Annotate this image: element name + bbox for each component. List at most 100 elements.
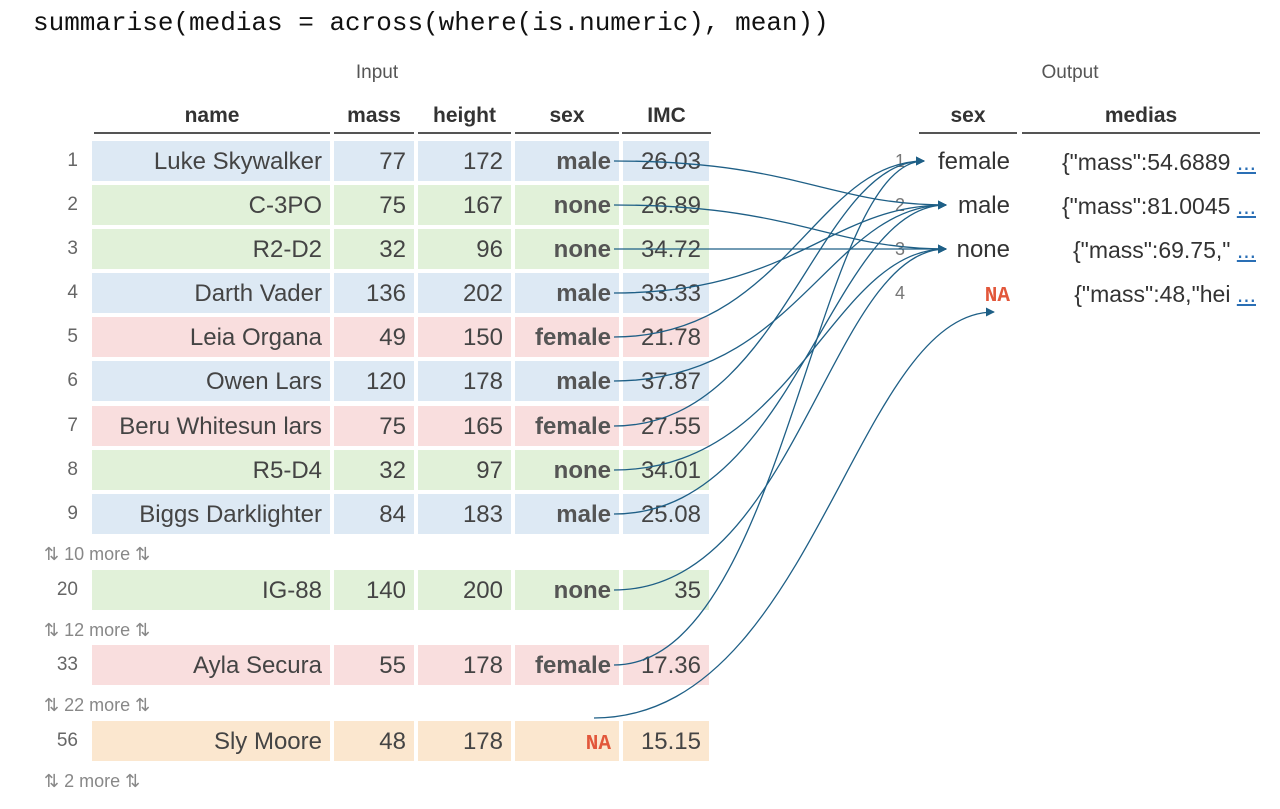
table-row: Biggs Darklighter 84 183 male 25.08 bbox=[92, 494, 709, 534]
table-row: Luke Skywalker 77 172 male 26.03 bbox=[92, 141, 709, 181]
row-number: 3 bbox=[67, 238, 78, 259]
cell-imc: 37.87 bbox=[623, 361, 709, 401]
cell-height: 202 bbox=[418, 273, 511, 313]
cell-imc: 26.89 bbox=[623, 185, 709, 225]
medias-value: {"mass":48,"hei bbox=[1074, 281, 1237, 307]
arrow-male bbox=[613, 160, 947, 210]
expand-link[interactable]: ... bbox=[1236, 237, 1256, 263]
header-height: height bbox=[418, 102, 511, 134]
cell-name: Luke Skywalker bbox=[92, 141, 330, 181]
more-rows-indicator: ⇅ 2 more ⇅ bbox=[44, 771, 141, 791]
cell-imc: 15.15 bbox=[623, 721, 709, 761]
cell-name: Ayla Secura bbox=[92, 645, 330, 685]
output-cell-medias: {"mass":69.75," ... bbox=[1020, 229, 1256, 269]
cell-height: 178 bbox=[418, 645, 511, 685]
more-rows-indicator: ⇅ 12 more ⇅ bbox=[44, 620, 151, 640]
row-number: 5 bbox=[67, 326, 78, 347]
cell-sex: male bbox=[515, 494, 619, 534]
output-cell-sex: male bbox=[957, 192, 1010, 219]
cell-sex: female bbox=[515, 406, 619, 446]
medias-value: {"mass":81.0045 bbox=[1061, 193, 1237, 219]
cell-sex: female bbox=[515, 317, 619, 357]
output-cell-medias: {"mass":81.0045 ... bbox=[1020, 185, 1256, 225]
row-number: 8 bbox=[67, 459, 78, 480]
cell-imc: 27.55 bbox=[623, 406, 709, 446]
cell-height: 183 bbox=[418, 494, 511, 534]
output-header-sex: sex bbox=[919, 102, 1017, 134]
cell-sex: female bbox=[515, 645, 619, 685]
arrow-none bbox=[613, 244, 947, 591]
output-row-number: 2 bbox=[894, 195, 905, 215]
more-rows-indicator: ⇅ 10 more ⇅ bbox=[44, 544, 151, 564]
cell-sex: none bbox=[515, 185, 619, 225]
arrow-none bbox=[613, 204, 947, 254]
table-row: Leia Organa 49 150 female 21.78 bbox=[92, 317, 709, 357]
cell-imc: 25.08 bbox=[623, 494, 709, 534]
row-number: 6 bbox=[67, 370, 78, 391]
row-number: 33 bbox=[56, 654, 78, 675]
cell-name: Leia Organa bbox=[92, 317, 330, 357]
cell-sex: none bbox=[515, 570, 619, 610]
arrow-na bbox=[593, 307, 995, 719]
cell-mass: 120 bbox=[334, 361, 414, 401]
cell-sex: none bbox=[515, 229, 619, 269]
output-row-number: 1 bbox=[894, 151, 905, 171]
output-cell-sex: NA bbox=[984, 285, 1010, 308]
output-caption: Output bbox=[1041, 62, 1099, 83]
cell-height: 150 bbox=[418, 317, 511, 357]
row-number: 7 bbox=[67, 415, 78, 436]
cell-mass: 32 bbox=[334, 229, 414, 269]
cell-height: 97 bbox=[418, 450, 511, 490]
cell-height: 165 bbox=[418, 406, 511, 446]
row-number: 1 bbox=[67, 150, 78, 171]
cell-name: C-3PO bbox=[92, 185, 330, 225]
header-sex: sex bbox=[515, 102, 619, 134]
cell-mass: 75 bbox=[334, 406, 414, 446]
row-number: 2 bbox=[67, 194, 78, 215]
cell-name: Biggs Darklighter bbox=[92, 494, 330, 534]
cell-imc: 21.78 bbox=[623, 317, 709, 357]
cell-mass: 49 bbox=[334, 317, 414, 357]
row-number: 9 bbox=[67, 503, 78, 524]
cell-mass: 84 bbox=[334, 494, 414, 534]
code-expression: summarise(medias = across(where(is.numer… bbox=[33, 8, 829, 38]
cell-name: R5-D4 bbox=[92, 450, 330, 490]
arrow-male bbox=[613, 200, 947, 382]
table-row: IG-88 140 200 none 35 bbox=[92, 570, 709, 610]
table-row: Beru Whitesun lars 75 165 female 27.55 bbox=[92, 406, 709, 446]
expand-link[interactable]: ... bbox=[1236, 149, 1256, 175]
arrow-female bbox=[613, 156, 925, 666]
table-row: Owen Lars 120 178 male 37.87 bbox=[92, 361, 709, 401]
row-number: 20 bbox=[56, 579, 78, 600]
cell-sex: none bbox=[515, 450, 619, 490]
cell-height: 172 bbox=[418, 141, 511, 181]
output-cell-medias: {"mass":48,"hei ... bbox=[1020, 273, 1256, 313]
cell-mass: 77 bbox=[334, 141, 414, 181]
cell-name: IG-88 bbox=[92, 570, 330, 610]
cell-height: 96 bbox=[418, 229, 511, 269]
cell-imc: 35 bbox=[623, 570, 709, 610]
cell-height: 178 bbox=[418, 721, 511, 761]
more-rows-indicator: ⇅ 22 more ⇅ bbox=[44, 695, 151, 715]
arrow-female bbox=[613, 156, 925, 427]
output-cell-medias: {"mass":54.6889 ... bbox=[1020, 141, 1256, 181]
cell-imc: 33.33 bbox=[623, 273, 709, 313]
expand-link[interactable]: ... bbox=[1236, 281, 1256, 307]
cell-mass: 140 bbox=[334, 570, 414, 610]
cell-sex: male bbox=[515, 273, 619, 313]
cell-height: 178 bbox=[418, 361, 511, 401]
table-row: Ayla Secura 55 178 female 17.36 bbox=[92, 645, 709, 685]
cell-height: 167 bbox=[418, 185, 511, 225]
cell-name: Sly Moore bbox=[92, 721, 330, 761]
table-row: Sly Moore 48 178 NA 15.15 bbox=[92, 721, 709, 761]
table-row: Darth Vader 136 202 male 33.33 bbox=[92, 273, 709, 313]
table-row: R5-D4 32 97 none 34.01 bbox=[92, 450, 709, 490]
table-row: R2-D2 32 96 none 34.72 bbox=[92, 229, 709, 269]
output-cell-sex: none bbox=[956, 236, 1010, 263]
header-name: name bbox=[94, 102, 330, 134]
cell-imc: 34.01 bbox=[623, 450, 709, 490]
expand-link[interactable]: ... bbox=[1236, 193, 1256, 219]
output-cell-sex: female bbox=[937, 148, 1010, 175]
